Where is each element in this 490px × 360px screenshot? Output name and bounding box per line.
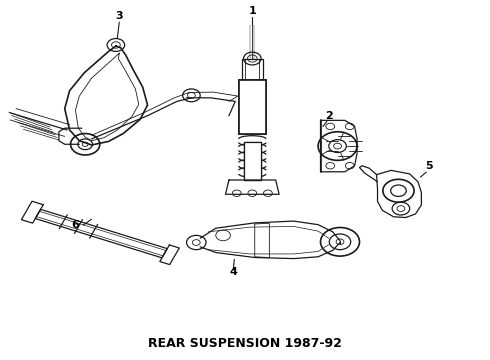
Text: 2: 2: [325, 111, 333, 121]
Bar: [244, 143, 261, 180]
Bar: [239, 80, 266, 134]
Bar: [244, 143, 261, 180]
Text: 6: 6: [72, 220, 79, 230]
Text: 4: 4: [229, 267, 237, 277]
Text: 3: 3: [116, 10, 123, 21]
Text: 1: 1: [248, 6, 256, 16]
Bar: [242, 59, 263, 80]
Bar: [244, 143, 261, 180]
Text: REAR SUSPENSION 1987-92: REAR SUSPENSION 1987-92: [148, 337, 342, 350]
Bar: [239, 80, 266, 134]
Text: 5: 5: [425, 161, 433, 171]
Bar: [239, 80, 266, 134]
